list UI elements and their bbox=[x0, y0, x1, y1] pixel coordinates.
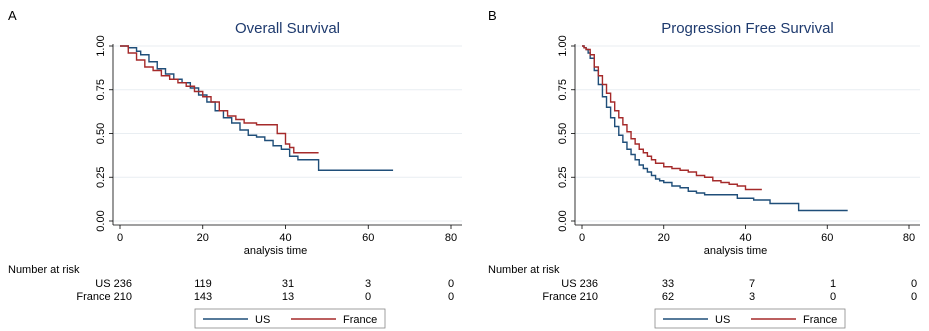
survival-curve-us bbox=[120, 45, 394, 171]
risk-value: 0 bbox=[911, 291, 917, 303]
y-tick-label: 0.75 bbox=[557, 79, 569, 100]
risk-value: 119 bbox=[194, 278, 212, 290]
legend-box bbox=[194, 308, 386, 329]
risk-value: 0 bbox=[365, 291, 371, 303]
y-tick-label: 0.75 bbox=[95, 79, 107, 100]
panel-letter: A bbox=[8, 8, 17, 23]
risk-value: 33 bbox=[662, 278, 674, 290]
risk-value: 3 bbox=[365, 278, 371, 290]
survival-curve-france bbox=[582, 45, 762, 191]
survival-curve-france bbox=[120, 45, 319, 154]
legend-box bbox=[654, 308, 846, 329]
risk-row-label: US 236 bbox=[561, 278, 598, 290]
risk-value: 7 bbox=[749, 278, 755, 290]
legend-label-france: France bbox=[343, 314, 377, 326]
x-tick-label: 20 bbox=[197, 232, 209, 244]
x-tick-label: 60 bbox=[821, 232, 833, 244]
risk-value: 3 bbox=[749, 291, 755, 303]
risk-table-header: Number at risk bbox=[488, 264, 560, 276]
survival-curve-us bbox=[582, 45, 848, 212]
y-tick-label: 0.25 bbox=[557, 167, 569, 188]
risk-value: 13 bbox=[282, 291, 294, 303]
risk-table-header: Number at risk bbox=[8, 264, 80, 276]
y-tick-label: 0.50 bbox=[95, 123, 107, 144]
risk-row-label: US 236 bbox=[95, 278, 132, 290]
y-tick-label: 1.00 bbox=[95, 35, 107, 56]
risk-value: 62 bbox=[662, 291, 674, 303]
legend-label-us: US bbox=[715, 314, 730, 326]
x-tick-label: 80 bbox=[903, 232, 915, 244]
x-tick-label: 0 bbox=[579, 232, 585, 244]
risk-row-label: France 210 bbox=[76, 291, 132, 303]
x-axis-label: analysis time bbox=[244, 245, 308, 257]
legend-label-us: US bbox=[255, 314, 270, 326]
risk-value: 1 bbox=[830, 278, 836, 290]
x-tick-label: 80 bbox=[445, 232, 457, 244]
y-tick-label: 1.00 bbox=[557, 35, 569, 56]
x-axis-label: analysis time bbox=[704, 245, 768, 257]
x-tick-label: 40 bbox=[279, 232, 291, 244]
y-tick-label: 0.00 bbox=[557, 210, 569, 231]
risk-value: 31 bbox=[282, 278, 294, 290]
risk-value: 0 bbox=[448, 278, 454, 290]
x-tick-label: 40 bbox=[739, 232, 751, 244]
x-tick-label: 0 bbox=[117, 232, 123, 244]
chart-title: Progression Free Survival bbox=[661, 20, 834, 37]
risk-value: 0 bbox=[448, 291, 454, 303]
x-tick-label: 60 bbox=[362, 232, 374, 244]
panel-letter: B bbox=[488, 8, 497, 23]
x-tick-label: 20 bbox=[658, 232, 670, 244]
y-tick-label: 0.50 bbox=[557, 123, 569, 144]
legend-label-france: France bbox=[803, 314, 837, 326]
risk-value: 0 bbox=[911, 278, 917, 290]
y-tick-label: 0.00 bbox=[95, 210, 107, 231]
risk-row-label: France 210 bbox=[542, 291, 598, 303]
risk-value: 0 bbox=[830, 291, 836, 303]
chart-panel-b: B Progression Free Survival 0.00 0.25 0.50 0.… bbox=[488, 8, 920, 329]
risk-value: 143 bbox=[194, 291, 212, 303]
chart-title: Overall Survival bbox=[235, 20, 340, 37]
chart-panel-a: A Overall Survival 0.00 0.25 0.50 0.75 1.00 0 20… bbox=[8, 8, 462, 329]
y-tick-label: 0.25 bbox=[95, 167, 107, 188]
